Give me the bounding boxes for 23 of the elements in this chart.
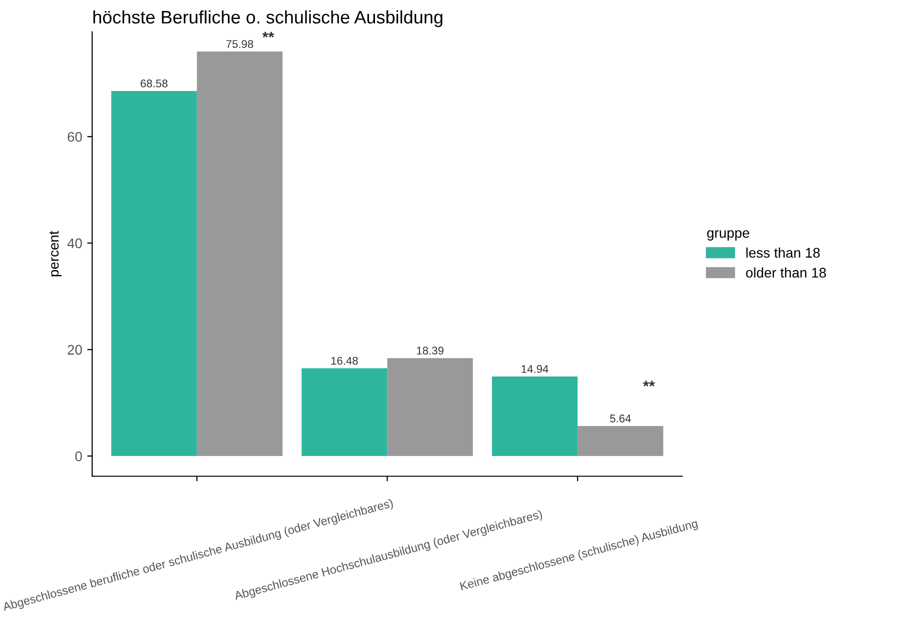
data-label: 75.98 [226, 40, 254, 48]
data-label: 16.48 [331, 356, 358, 365]
bar [302, 368, 388, 456]
bar [111, 90, 197, 456]
legend-label: less than 18 [746, 248, 820, 258]
y-tick-label: 40 [67, 238, 82, 248]
y-tick-label: 60 [68, 132, 82, 142]
legend-label: older than 18 [746, 267, 826, 278]
bar [387, 358, 473, 456]
data-label: 5.64 [610, 414, 631, 422]
y-tick-label: 20 [68, 344, 82, 355]
bar [578, 426, 664, 456]
legend-title: gruppe [707, 230, 750, 241]
y-axis-title: percent [50, 230, 62, 276]
chart-title: höchste Berufliche o. schulische Ausbildung [93, 10, 442, 28]
data-label: 18.39 [417, 346, 444, 355]
bar [196, 52, 283, 456]
y-tick-label: 0 [75, 451, 82, 462]
data-label: 14.94 [522, 365, 548, 373]
bar [492, 376, 578, 456]
annotation: ** [262, 32, 274, 38]
data-label: 68.58 [140, 79, 168, 88]
annotation: ** [643, 380, 655, 386]
